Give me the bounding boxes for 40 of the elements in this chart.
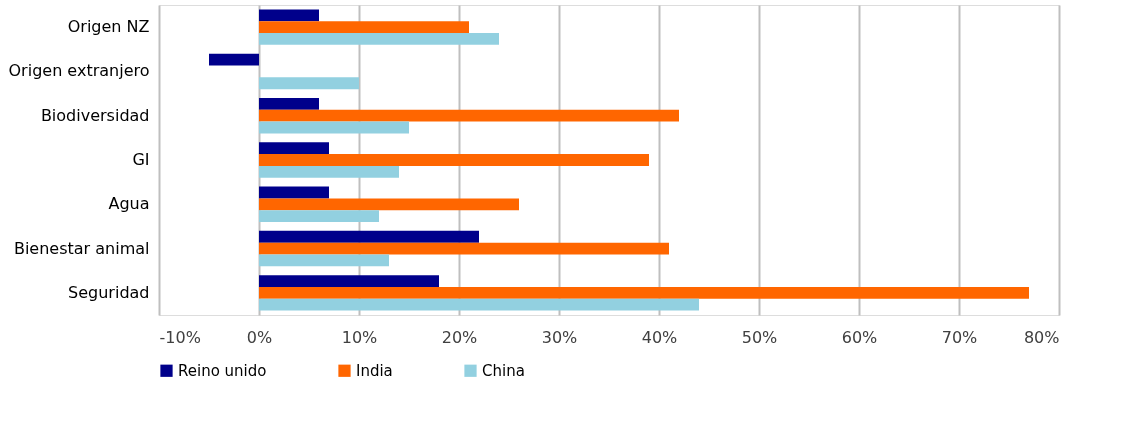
bar [209, 53, 259, 66]
y-tick-label: Seguridad [68, 282, 150, 302]
x-tick-label: 20% [441, 327, 478, 347]
x-tick-label: 40% [641, 327, 678, 347]
legend-label: China [482, 361, 525, 380]
bar [259, 33, 499, 45]
legend-label: India [356, 361, 393, 380]
y-tick-label: Bienestar animal [13, 238, 150, 258]
bar [259, 154, 649, 166]
bar [259, 21, 469, 34]
legend-label: Reino unido [178, 361, 267, 380]
bar [259, 9, 319, 22]
bar [259, 198, 519, 211]
bar [259, 109, 679, 122]
x-tick-label: -10% [159, 327, 201, 347]
bar [259, 230, 479, 243]
bar [259, 275, 439, 287]
bar [259, 121, 409, 134]
x-tick-label: 60% [841, 327, 878, 347]
bar [259, 98, 319, 110]
x-tick-label: 80% [1023, 327, 1060, 347]
x-tick-label: 50% [741, 327, 778, 347]
x-tick-label: 30% [541, 327, 578, 347]
y-tick-label: GI [132, 150, 150, 169]
bar [259, 165, 399, 178]
bar [259, 77, 359, 90]
y-tick-label: Origen NZ [67, 17, 150, 37]
x-tick-label: 10% [341, 327, 378, 347]
bar [259, 186, 329, 199]
bar [259, 254, 389, 267]
y-tick-label: Biodiversidad [40, 105, 150, 125]
bar [259, 298, 699, 311]
bar [259, 242, 669, 255]
y-tick-label: Agua [108, 194, 150, 214]
bar [259, 286, 1029, 299]
x-tick-label: 0% [246, 327, 273, 347]
bar [259, 210, 379, 222]
bar [259, 142, 329, 155]
x-tick-label: 70% [941, 327, 978, 347]
y-tick-label: Origen extranjero [8, 61, 150, 81]
